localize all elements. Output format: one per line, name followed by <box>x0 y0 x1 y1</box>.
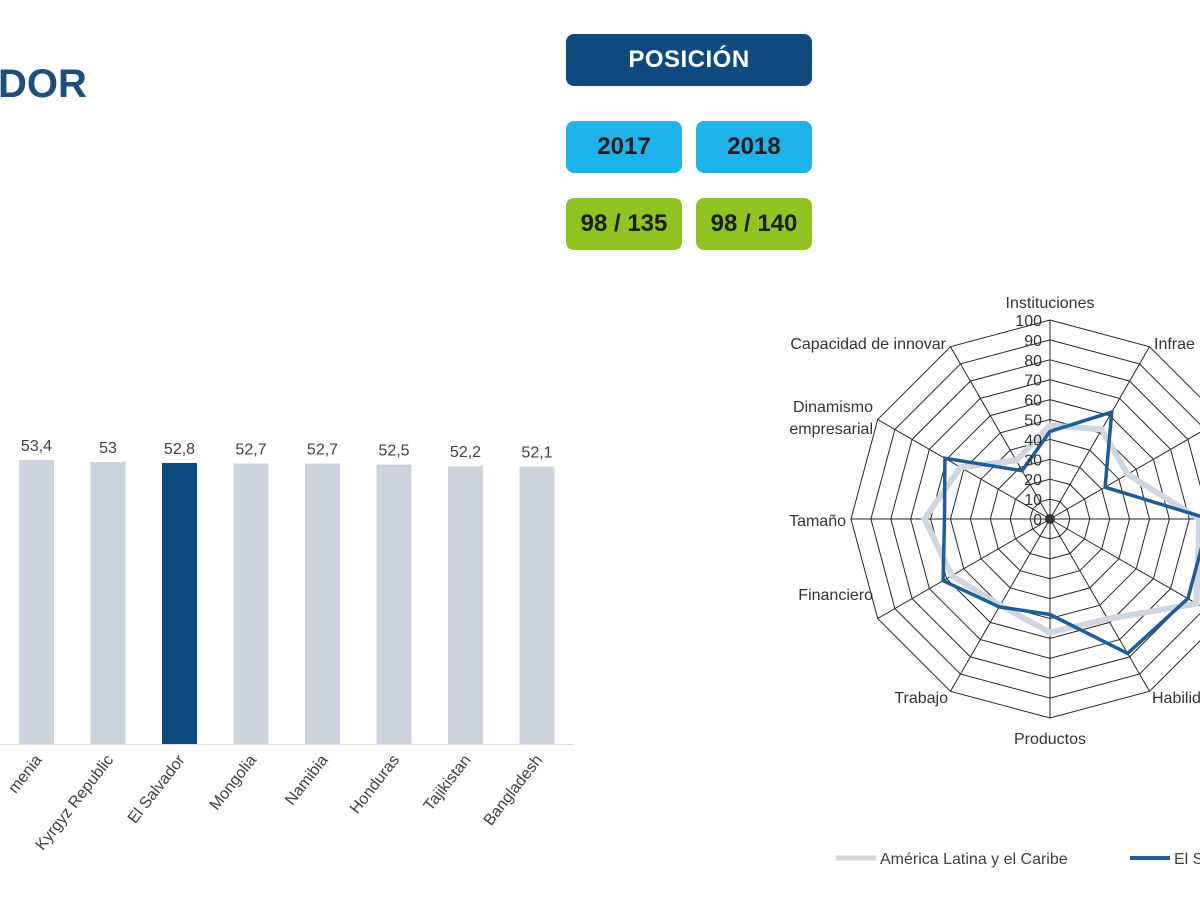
rank-2017-badge: 98 / 135 <box>566 198 682 250</box>
radar-axis-labels: Instituciones Infrae Habilid Productos Traba… <box>789 295 1200 748</box>
bar-tajikistan <box>448 466 483 744</box>
bar-category-label-el-salvador: El Salvador <box>125 751 189 826</box>
radar-spoke <box>877 518 1051 619</box>
bar-bangladesh <box>519 466 555 744</box>
bar-value-label-kyrgyz-republic: 53 <box>99 440 117 457</box>
radar-scale-tick: 100 <box>1015 313 1042 330</box>
radar-scale-tick: 10 <box>1024 492 1042 509</box>
radar-axis-label-dinamismo-empresarial: Dinamismo empresarial <box>789 399 873 438</box>
radar-scale-tick: 70 <box>1024 373 1042 390</box>
radar-scale-tick: 60 <box>1024 393 1042 410</box>
radar-spoke <box>1049 518 1200 607</box>
radar-spoke <box>950 346 1051 520</box>
bar-value-label-tajikistan: 52,2 <box>450 444 481 461</box>
bar-category-label-honduras: Honduras <box>347 752 403 817</box>
radar-axis-label-instituciones: Instituciones <box>1006 295 1095 312</box>
legend-label-america-latina: América Latina y el Caribe <box>880 851 1068 868</box>
bar-category-label-bangladesh: Bangladesh <box>481 752 546 829</box>
bar-value-label-mongolia: 52,7 <box>235 442 266 459</box>
page-title: DOR <box>0 62 87 106</box>
radar-scale-tick: 30 <box>1024 452 1042 469</box>
legend-label-el-salvador: El S <box>1174 851 1200 868</box>
radar-scale-tick: 40 <box>1024 432 1042 449</box>
bar-mongolia <box>233 463 269 744</box>
year-2018-badge: 2018 <box>696 121 812 173</box>
radar-axis-label-capacidad-de-innovar: Capacidad de innovar <box>790 336 946 353</box>
radar-scale-tick: 90 <box>1024 333 1042 350</box>
radar-legend: América Latina y el Caribe El S <box>836 851 1200 868</box>
radar-spoke <box>1049 518 1150 692</box>
bar-category-label-mongolia: Mongolia <box>207 752 260 814</box>
radar-axis-label-financiero: Financiero <box>798 587 873 604</box>
radar-scale-tick: 50 <box>1024 413 1042 430</box>
bar-kyrgyz-republic <box>90 461 126 744</box>
bar-value-label-honduras: 52,5 <box>378 443 409 460</box>
radar-series-america-latina <box>921 422 1200 636</box>
radar-scale-tick: 20 <box>1024 472 1042 489</box>
radar-series-el-salvador <box>941 409 1200 656</box>
bar-value-label-namibia: 52,7 <box>307 442 338 459</box>
bar-value-label-bangladesh: 52,1 <box>521 445 552 462</box>
bar-armenia <box>19 459 54 744</box>
year-2017-badge: 2017 <box>566 121 682 173</box>
radar-spoke <box>1049 346 1150 520</box>
radar-axis-label-productos: Productos <box>1014 731 1086 748</box>
bar-value-label-el-salvador: 52,8 <box>164 441 195 458</box>
radar-scale-tick: 0 <box>1033 512 1042 529</box>
rank-2018-badge: 98 / 140 <box>696 198 812 250</box>
bar-category-label-kyrgyz-republic: Kyrgyz Republic <box>33 752 118 854</box>
radar-scale-tick: 80 <box>1024 353 1042 370</box>
position-header: POSICIÓN <box>566 34 812 86</box>
bar-honduras <box>376 464 412 744</box>
radar-axis-label-infraestructura: Infrae <box>1154 336 1195 353</box>
radar-axis-label-trabajo: Trabajo <box>894 690 948 707</box>
bar-namibia <box>305 463 340 744</box>
bar-el-salvador <box>162 463 197 744</box>
radar-axis-label-habilidades: Habilid <box>1152 690 1200 707</box>
bar-value-label-armenia: 53,4 <box>21 438 52 455</box>
radar-axis-label-tama-o: Tamaño <box>789 513 846 530</box>
radar-spoke <box>1049 431 1200 520</box>
radar-scale: 0 10 20 30 40 50 60 70 80 90 100 <box>1015 313 1042 529</box>
bar-category-label-tajikistan: Tajikistan <box>421 752 475 814</box>
bar-category-label-namibia: Namibia <box>282 752 332 809</box>
bar-category-label-armenia: menia <box>5 752 45 797</box>
radar-center-dot <box>1045 514 1055 524</box>
radar-series <box>921 409 1200 656</box>
bar-chart: 53,4 menia 53 Kyrgyz Republic 52,8 El Salvado… <box>0 438 573 854</box>
